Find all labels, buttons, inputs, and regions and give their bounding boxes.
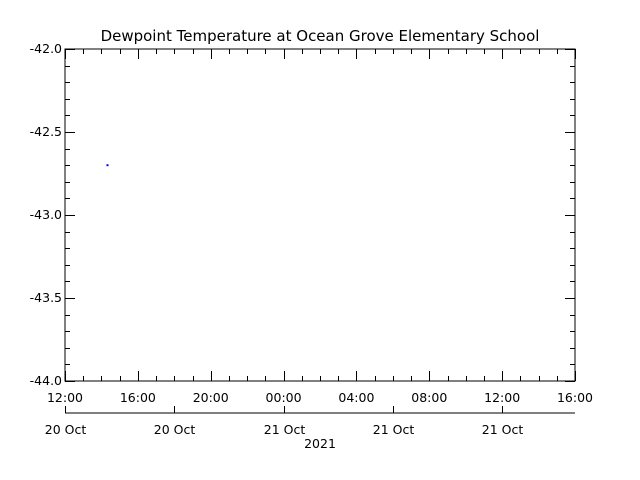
plot-frame bbox=[64, 48, 576, 382]
x-tick-label: 04:00 bbox=[338, 390, 374, 405]
x-tick-label: 08:00 bbox=[411, 390, 447, 405]
x-tick-label: 12:00 bbox=[484, 390, 520, 405]
x-axis: 12:00 16:00 20:00 00:00 04:00 08:00 12:00 16:00 bbox=[47, 49, 593, 405]
data-point bbox=[106, 164, 109, 167]
y-tick-label: -42.5 bbox=[30, 124, 62, 139]
y-tick-label: -43.5 bbox=[30, 290, 62, 305]
date-tick-label: 21 Oct bbox=[264, 422, 306, 437]
y-tick-label: -43.0 bbox=[30, 207, 62, 222]
date-axis: 20 Oct 20 Oct 21 Oct 21 Oct 21 Oct bbox=[45, 406, 575, 437]
y-axis: -42.0 -42.5 -43.0 -43.5 -44.0 bbox=[30, 41, 575, 388]
y-tick-label: -44.0 bbox=[30, 373, 62, 388]
data-points bbox=[106, 164, 109, 167]
x-tick-label: 00:00 bbox=[266, 390, 302, 405]
y-tick-label: -42.0 bbox=[30, 41, 62, 56]
date-tick-label: 20 Oct bbox=[154, 422, 196, 437]
x-tick-label: 16:00 bbox=[557, 390, 593, 405]
chart-title: Dewpoint Temperature at Ocean Grove Elem… bbox=[101, 27, 540, 45]
x-tick-label: 16:00 bbox=[120, 390, 156, 405]
x-tick-label: 20:00 bbox=[193, 390, 229, 405]
x-tick-label: 12:00 bbox=[47, 390, 83, 405]
date-tick-label: 20 Oct bbox=[45, 422, 87, 437]
date-tick-label: 21 Oct bbox=[373, 422, 415, 437]
date-tick-label: 21 Oct bbox=[482, 422, 524, 437]
x-axis-label: 2021 bbox=[304, 436, 336, 451]
